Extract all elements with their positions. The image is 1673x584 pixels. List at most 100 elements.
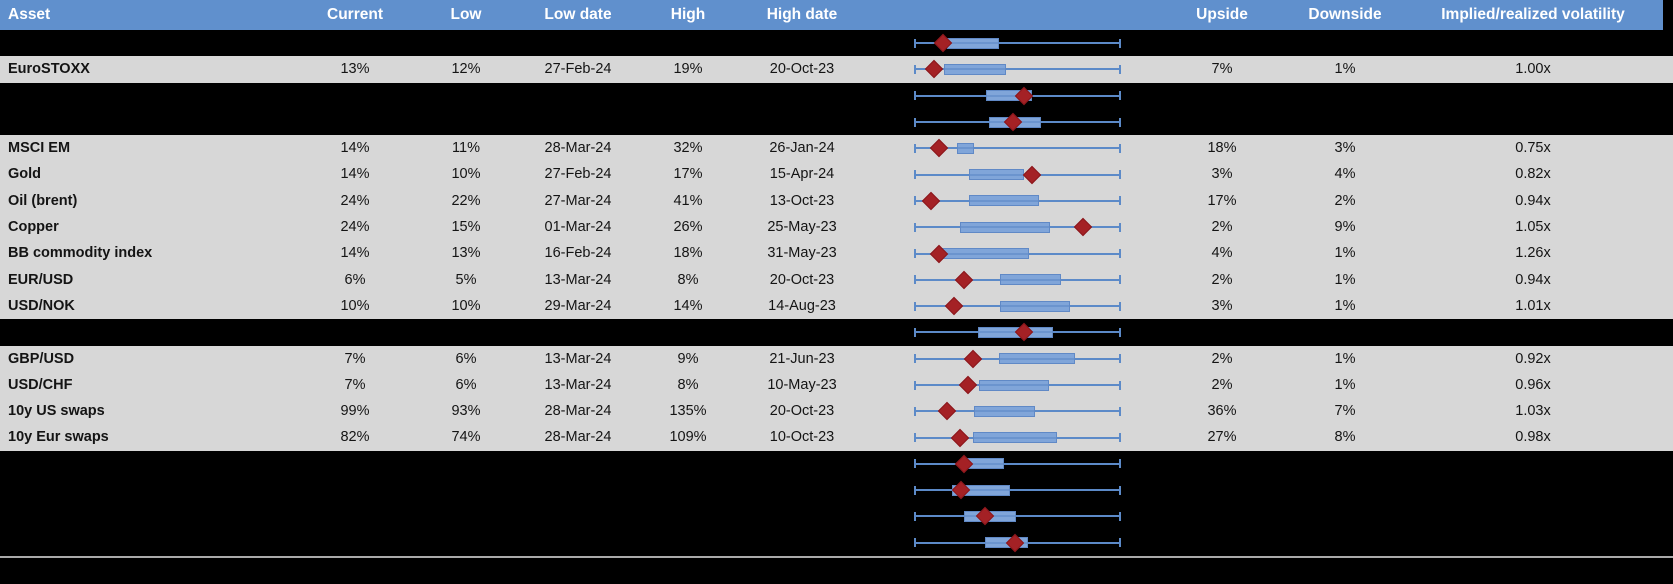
cell-low: 13%	[451, 245, 481, 262]
boxplot	[862, 214, 1147, 240]
whisker-cap-right	[1119, 249, 1121, 259]
cell-high: 18%	[673, 245, 703, 262]
cell-high-date: 20-Oct-23	[769, 403, 835, 420]
whisker-cap-left	[914, 380, 916, 390]
median-line	[944, 68, 1006, 71]
median-line	[969, 173, 1024, 176]
median-line	[958, 147, 974, 150]
table-row-blackout	[0, 108, 1673, 136]
cell-low: 22%	[451, 192, 481, 209]
cell-upside: 27%	[1207, 429, 1237, 446]
whisker-cap-left	[914, 275, 916, 285]
whisker-cap-right	[1119, 301, 1121, 311]
table-row: Oil (brent) 24% 22% 27-Mar-24 41% 13-Oct-23 17…	[0, 187, 1673, 215]
cell-low-date: 27-Feb-24	[544, 61, 612, 78]
col-header-vol: Implied/realized volatility	[1441, 6, 1625, 23]
table-row: 10y Eur swaps 82% 74% 28-Mar-24 109% 10-Oct-2…	[0, 424, 1673, 451]
boxplot	[862, 319, 1147, 345]
cell-vol: 0.92x	[1515, 350, 1551, 367]
cell-current: 10%	[340, 297, 370, 314]
cell-high: 41%	[673, 192, 703, 209]
median-line	[986, 94, 1031, 97]
cell-asset: 10y Eur swaps	[8, 429, 109, 446]
cell-high-date: 14-Aug-23	[768, 297, 836, 314]
footer-divider	[0, 555, 1673, 558]
whisker-cap-left	[914, 64, 916, 74]
boxplot	[862, 56, 1147, 82]
cell-low-date: 27-Feb-24	[544, 166, 612, 183]
cell-current: 7%	[344, 350, 366, 367]
whisker-cap-left	[914, 196, 916, 206]
whisker-cap-left	[914, 354, 916, 364]
cell-current: 6%	[344, 271, 366, 288]
whisker-cap-right	[1119, 275, 1121, 285]
median-line	[1001, 278, 1060, 281]
whisker-line	[915, 515, 1120, 518]
cell-high-date: 15-Apr-24	[769, 166, 835, 183]
boxplot	[862, 346, 1147, 372]
cell-vol: 0.94x	[1515, 271, 1551, 288]
whisker-cap-left	[914, 170, 916, 180]
cell-upside: 3%	[1211, 297, 1233, 314]
whisker-cap-right	[1119, 170, 1121, 180]
cell-asset: MSCI EM	[8, 140, 71, 157]
cell-low-date: 27-Mar-24	[544, 192, 612, 209]
cell-current: 13%	[340, 61, 370, 78]
cell-low: 10%	[451, 297, 481, 314]
whisker-cap-right	[1119, 511, 1121, 521]
whisker-cap-left	[914, 511, 916, 521]
boxplot	[862, 30, 1147, 56]
cell-low-date: 01-Mar-24	[544, 219, 612, 236]
boxplot	[862, 372, 1147, 398]
whisker-line	[915, 147, 1120, 150]
boxplot	[862, 240, 1147, 266]
cell-low: 11%	[452, 140, 480, 157]
cell-vol: 0.96x	[1515, 376, 1551, 393]
current-marker-diamond	[958, 375, 978, 395]
col-header-current: Current	[327, 6, 383, 23]
cell-asset: Gold	[8, 166, 42, 183]
cell-downside: 9%	[1334, 219, 1356, 236]
cell-current: 99%	[340, 403, 370, 420]
cell-current: 24%	[340, 219, 370, 236]
median-line	[966, 462, 1003, 465]
current-marker-diamond	[929, 139, 949, 158]
cell-current: 82%	[340, 429, 370, 446]
header-right-gap	[1663, 0, 1673, 30]
cell-high: 14%	[673, 297, 703, 314]
table-row: USD/CHF 7% 6% 13-Mar-24 8% 10-May-23 2% 1% 0.96x	[0, 371, 1673, 399]
cell-high-date: 20-Oct-23	[769, 61, 835, 78]
cell-high: 8%	[677, 271, 699, 288]
whisker-cap-right	[1119, 538, 1121, 548]
current-marker-diamond	[944, 296, 964, 316]
cell-current: 24%	[340, 192, 370, 209]
cell-asset: EuroSTOXX	[8, 61, 90, 78]
cell-high: 19%	[673, 61, 703, 78]
current-marker-diamond	[950, 428, 970, 447]
whisker-cap-right	[1119, 117, 1121, 127]
whisker-cap-left	[914, 327, 916, 337]
cell-asset: Oil (brent)	[8, 192, 78, 209]
current-marker-diamond	[963, 349, 983, 368]
boxplot	[862, 135, 1147, 161]
median-line	[975, 410, 1034, 413]
boxplot	[862, 267, 1147, 293]
current-marker-diamond	[954, 270, 974, 290]
boxplot	[862, 109, 1147, 135]
whisker-cap-right	[1119, 38, 1121, 48]
boxplot	[862, 477, 1147, 503]
cell-downside: 1%	[1334, 297, 1356, 314]
median-line	[942, 252, 1028, 255]
cell-upside: 36%	[1207, 403, 1237, 420]
cell-high: 8%	[677, 376, 699, 393]
cell-low-date: 28-Mar-24	[544, 140, 612, 157]
cell-downside: 1%	[1334, 61, 1356, 78]
boxplot	[862, 83, 1147, 109]
whisker-cap-right	[1119, 64, 1121, 74]
cell-asset: USD/CHF	[8, 376, 73, 393]
cell-high-date: 13-Oct-23	[769, 192, 835, 209]
table-row: Copper 24% 15% 01-Mar-24 26% 25-May-23 2% 9% 1.0…	[0, 214, 1673, 241]
cell-high-date: 10-Oct-23	[769, 429, 835, 446]
cell-upside: 3%	[1211, 166, 1233, 183]
